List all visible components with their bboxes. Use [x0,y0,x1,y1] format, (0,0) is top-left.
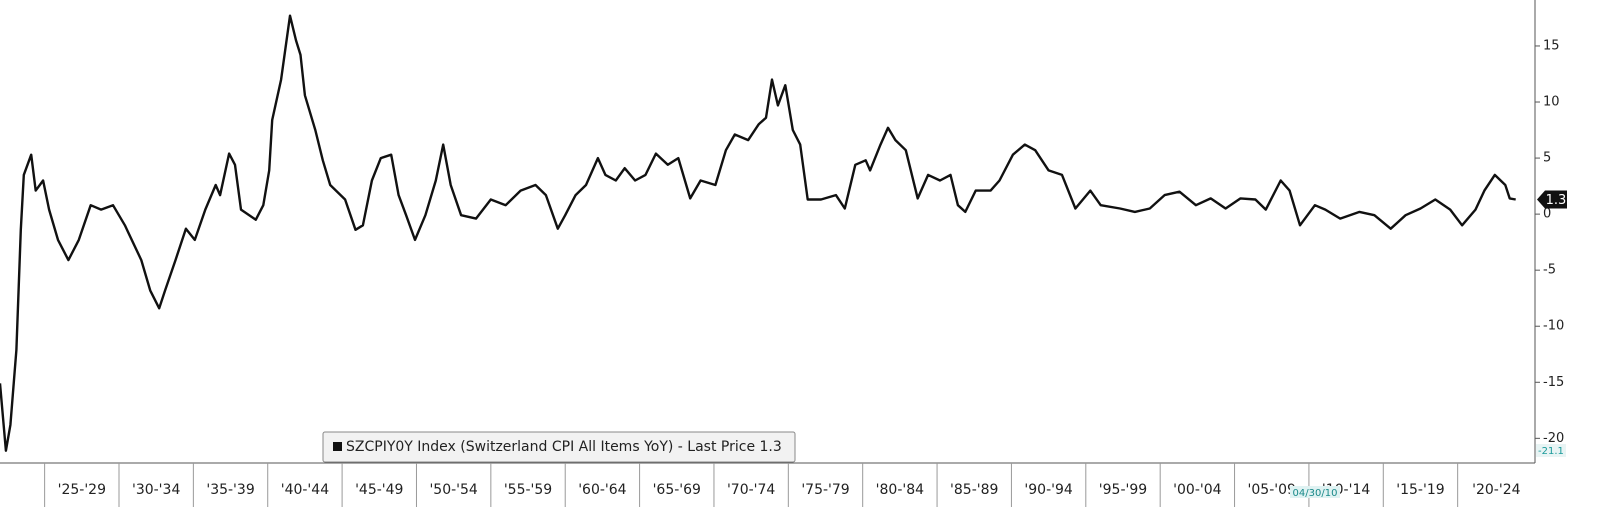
legend: SZCPIY0Y Index (Switzerland CPI All Item… [322,431,796,463]
x-tick-label: '35-'39 [206,482,254,498]
annotation: 04/30/10 [1293,488,1338,499]
x-tick-label: '85-'89 [950,482,998,498]
last-price-label: 1.3 [1546,193,1567,208]
x-tick-label: '05-'09 [1248,482,1296,498]
x-tick-label: '80-'84 [876,482,924,498]
y-tick-label: -10 [1543,319,1564,334]
x-tick-label: '90-'94 [1024,482,1072,498]
x-tick-label: '50-'54 [429,482,477,498]
y-tick-label: 0 [1543,207,1551,222]
legend-swatch [333,442,342,451]
x-tick-label: '25-'29 [58,482,106,498]
y-tick-label: -20 [1543,431,1564,446]
x-tick-label: '40-'44 [281,482,329,498]
annotation-box [1290,486,1340,498]
x-tick-label: '00-'04 [1173,482,1221,498]
x-tick-label: '55-'59 [504,482,552,498]
x-tick-label: '15-'19 [1396,482,1444,498]
x-tick-label: '75-'79 [801,482,849,498]
min-tag [1536,444,1566,457]
min-label: -21.1 [1538,446,1564,457]
x-tick-label: '65-'69 [653,482,701,498]
y-tick-label: -15 [1543,375,1564,390]
last-price-tag [1537,190,1567,209]
y-tick-label: 5 [1543,151,1551,166]
x-tick-label: '60-'64 [578,482,626,498]
series-line [0,14,1516,452]
y-tick-label: -5 [1543,263,1556,278]
x-tick-label: '95-'99 [1099,482,1147,498]
x-tick-label: '20-'24 [1472,482,1520,498]
x-tick-label: '45-'49 [355,482,403,498]
legend-box [322,431,796,463]
x-tick-label: '30-'34 [132,482,180,498]
y-tick-label: 10 [1543,95,1560,110]
y-tick-label: 15 [1543,38,1560,53]
legend-label: SZCPIY0Y Index (Switzerland CPI All Item… [346,439,782,455]
x-tick-label: '70-'74 [727,482,775,498]
